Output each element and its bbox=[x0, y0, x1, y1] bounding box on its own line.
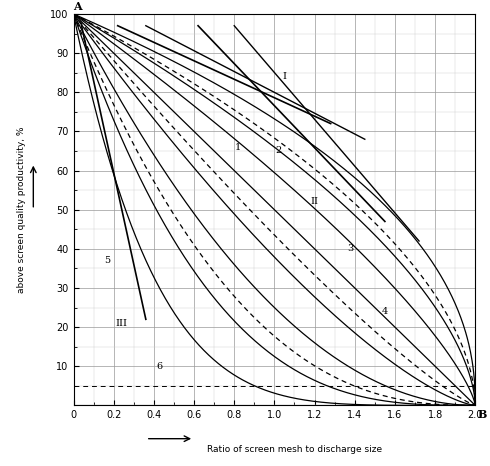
Text: 2: 2 bbox=[275, 146, 282, 156]
Text: 1: 1 bbox=[235, 143, 242, 151]
Text: III: III bbox=[116, 319, 128, 328]
Text: 6: 6 bbox=[157, 362, 163, 371]
Text: 4: 4 bbox=[382, 307, 388, 316]
Text: A: A bbox=[74, 1, 82, 12]
Text: 5: 5 bbox=[104, 256, 111, 265]
Text: I: I bbox=[282, 72, 287, 81]
Text: Ratio of screen mesh to discharge size: Ratio of screen mesh to discharge size bbox=[207, 445, 382, 453]
Text: II: II bbox=[311, 198, 319, 206]
Text: 3: 3 bbox=[347, 244, 354, 254]
Text: B: B bbox=[477, 409, 487, 420]
Text: above screen quality productivity, %: above screen quality productivity, % bbox=[17, 126, 26, 293]
